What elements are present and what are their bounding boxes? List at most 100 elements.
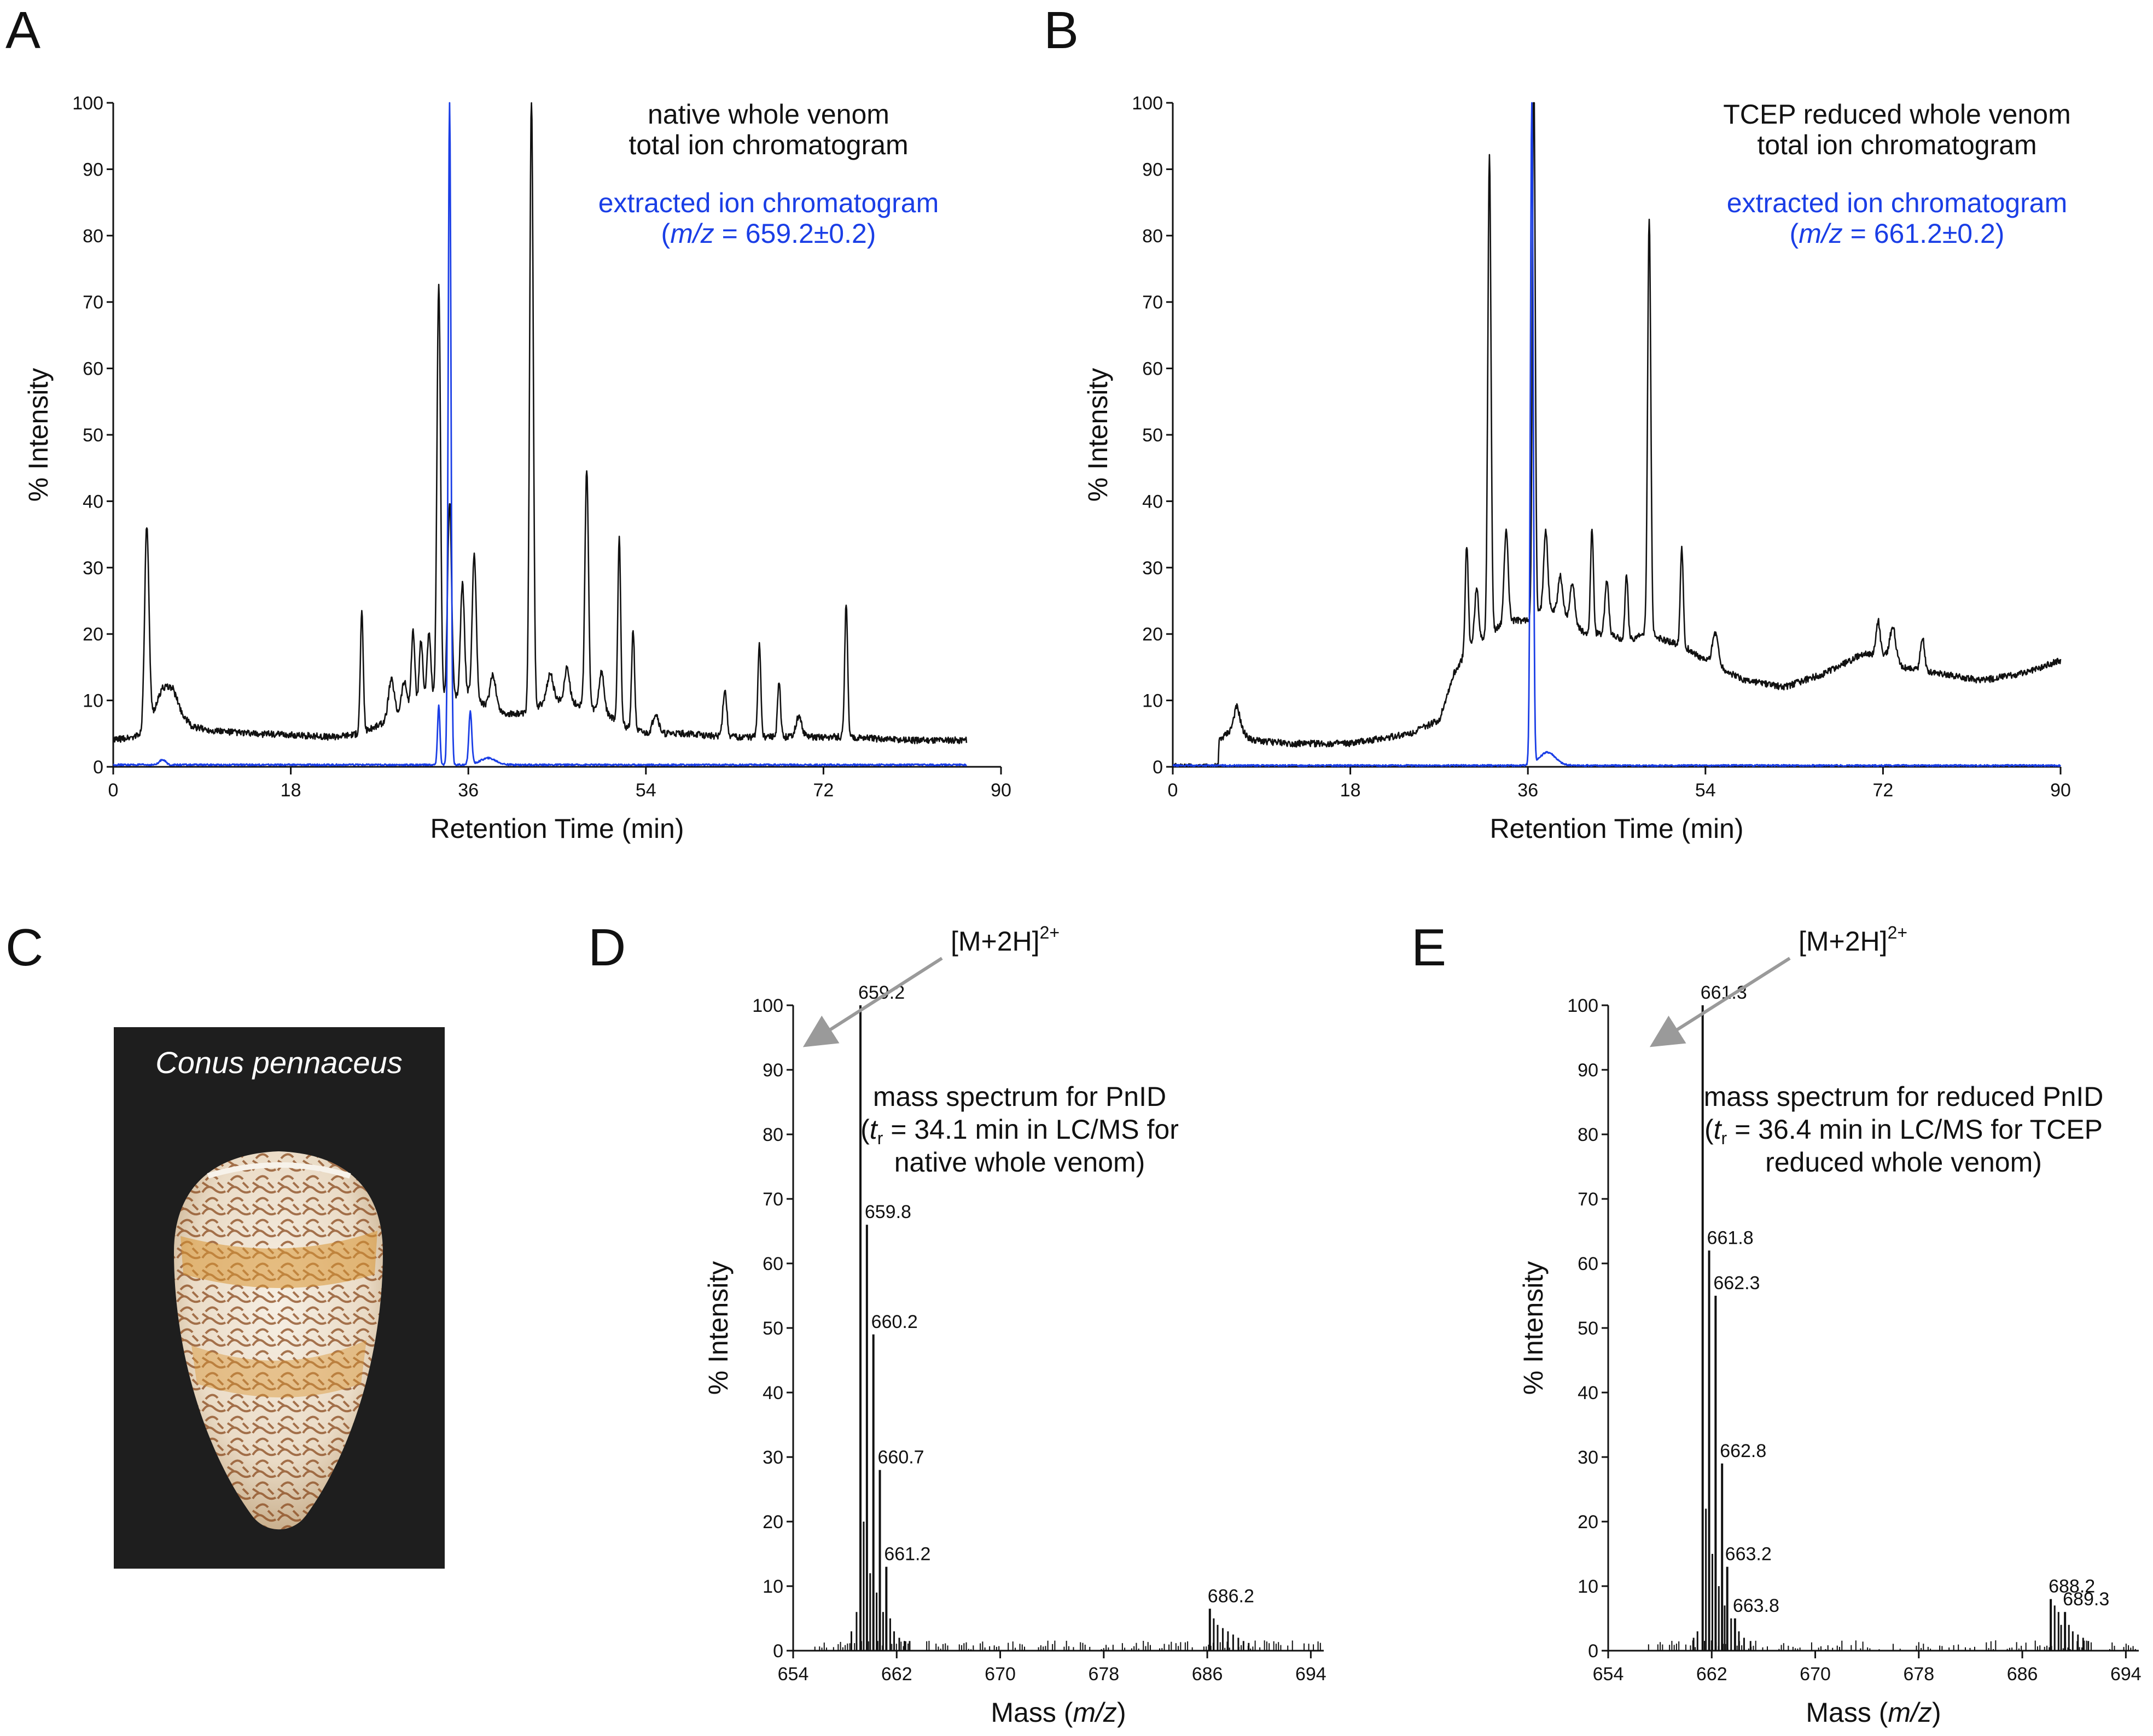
x-axis-title-e: Mass (m/z) — [1806, 1697, 1941, 1728]
x-axis-title-a: Retention Time (min) — [430, 813, 684, 844]
y-tick-label: 30 — [1142, 558, 1163, 579]
x-tick-label: 0 — [108, 780, 119, 801]
y-tick-label: 10 — [1142, 691, 1163, 712]
annotation-d-line2: (tr = 34.1 min in LC/MS for — [860, 1114, 1179, 1148]
y-tick-label: 50 — [1578, 1318, 1598, 1339]
y-tick-label: 0 — [93, 757, 103, 778]
peak-label: 660.7 — [878, 1447, 924, 1468]
y-axis-title-d: % Intensity — [703, 1261, 734, 1395]
x-tick-label: 670 — [985, 1664, 1016, 1685]
y-tick-label: 100 — [752, 995, 783, 1016]
annotation-a-line1: native whole venom — [648, 99, 889, 130]
shell-shoulder — [207, 1162, 351, 1179]
annotation-e-line3: reduced whole venom) — [1765, 1147, 2042, 1178]
peak-label: 689.3 — [2063, 1589, 2109, 1610]
y-tick-label: 20 — [763, 1512, 783, 1533]
x-tick-label: 678 — [1088, 1664, 1119, 1685]
x-tick-label: 36 — [458, 780, 479, 801]
eic-trace — [1172, 102, 2061, 767]
x-tick-label: 694 — [1295, 1664, 1326, 1685]
y-tick-label: 90 — [1142, 159, 1163, 180]
ion-arrow-d — [802, 957, 943, 1047]
y-tick-label: 60 — [763, 1254, 783, 1274]
x-tick-label: 678 — [1903, 1664, 1934, 1685]
y-tick-label: 100 — [72, 93, 103, 114]
peak-label: 688.2 — [2049, 1576, 2095, 1597]
series-b — [1172, 102, 2062, 768]
y-tick-label: 70 — [1578, 1189, 1598, 1210]
y-tick-label: 90 — [83, 159, 103, 180]
species-name: Conus pennaceus — [155, 1045, 402, 1080]
y-tick-label: 50 — [1142, 425, 1163, 446]
panel-letter-a: A — [5, 1, 40, 60]
y-tick-label: 40 — [1142, 491, 1163, 512]
peak-label: 663.8 — [1733, 1595, 1779, 1616]
x-tick-label: 90 — [991, 780, 1011, 801]
panel-letter-c: C — [5, 918, 43, 977]
peak-label: 661.2 — [884, 1544, 930, 1565]
shell-orange-band-lower — [191, 1340, 366, 1397]
y-tick-label: 70 — [83, 292, 103, 313]
peak-label: 661.8 — [1707, 1227, 1754, 1248]
y-tick-label: 50 — [83, 425, 103, 446]
y-tick-label: 60 — [1142, 359, 1163, 380]
y-tick-label: 20 — [1578, 1512, 1598, 1533]
annotation-e-line1: mass spectrum for reduced PnID — [1704, 1081, 2104, 1112]
x-tick-label: 662 — [881, 1664, 912, 1685]
panel-letter-e: E — [1411, 918, 1446, 977]
shell-photo: Conus pennaceus — [114, 1027, 445, 1569]
x-tick-label: 662 — [1696, 1664, 1727, 1685]
y-tick-label: 20 — [83, 624, 103, 645]
annotation-e-line2: (tr = 36.4 min in LC/MS for TCEP — [1704, 1114, 2103, 1148]
x-tick-label: 654 — [778, 1664, 809, 1685]
x-tick-label: 18 — [1340, 780, 1361, 801]
y-tick-label: 40 — [763, 1383, 783, 1403]
y-tick-label: 30 — [763, 1447, 783, 1468]
ion-arrow-e — [1649, 957, 1791, 1047]
y-axis-title-b: % Intensity — [1083, 368, 1113, 502]
y-tick-label: 50 — [763, 1318, 783, 1339]
y-tick-label: 90 — [763, 1060, 783, 1081]
peak-label: 662.8 — [1720, 1441, 1766, 1461]
ion-label-e: [M+2H]2+ — [1799, 923, 1907, 957]
annotation-b-line3: extracted ion chromatogram — [1727, 188, 2068, 218]
x-tick-label: 654 — [1593, 1664, 1624, 1685]
x-tick-label: 694 — [2110, 1664, 2142, 1685]
x-tick-label: 72 — [813, 780, 834, 801]
y-tick-label: 40 — [1578, 1383, 1598, 1403]
y-tick-label: 0 — [773, 1641, 783, 1662]
annotation-b-line4: (m/z = 661.2±0.2) — [1790, 218, 2005, 249]
x-tick-label: 670 — [1800, 1664, 1831, 1685]
y-axis-title-a: % Intensity — [23, 368, 54, 502]
y-tick-label: 30 — [83, 558, 103, 579]
chart-panel-d: 0 10 20 30 40 50 60 70 80 90 100 654 662 670 678 686 694… — [703, 923, 1326, 1728]
tic-trace — [112, 102, 968, 744]
annotation-a-line4: (m/z = 659.2±0.2) — [661, 218, 876, 249]
annotation-a-line3: extracted ion chromatogram — [598, 188, 939, 218]
ion-label-d: [M+2H]2+ — [951, 923, 1060, 957]
x-axis-title-d: Mass (m/z) — [991, 1697, 1126, 1728]
series-a — [112, 102, 968, 767]
x-tick-label: 0 — [1168, 780, 1178, 801]
y-tick-label: 10 — [1578, 1576, 1598, 1597]
peak-label: 659.8 — [865, 1202, 911, 1222]
x-axis-title-b: Retention Time (min) — [1489, 813, 1743, 844]
tic-trace — [1172, 102, 2062, 768]
peak-label: 686.2 — [1208, 1586, 1254, 1606]
axes-a: 0 10 20 30 40 50 60 70 80 90 100 0 18 36 54 72 90 — [72, 93, 1011, 801]
panel-letter-d: D — [588, 918, 626, 977]
y-tick-label: 10 — [83, 691, 103, 712]
annotation-b-line2: total ion chromatogram — [1757, 130, 2036, 160]
y-tick-label: 10 — [763, 1576, 783, 1597]
x-tick-label: 54 — [636, 780, 656, 801]
x-tick-label: 686 — [1192, 1664, 1223, 1685]
annotation-d-line1: mass spectrum for PnID — [873, 1081, 1166, 1112]
y-tick-label: 90 — [1578, 1060, 1598, 1081]
y-tick-label: 80 — [1578, 1125, 1598, 1145]
chart-panel-b: 0 10 20 30 40 50 60 70 80 90 100 0 18 36 54 72 90 Retent… — [1083, 93, 2071, 844]
y-tick-label: 70 — [763, 1189, 783, 1210]
chart-panel-a: 0 10 20 30 40 50 60 70 80 90 100 0 18 36 54 72 90 Retent… — [23, 93, 1011, 844]
